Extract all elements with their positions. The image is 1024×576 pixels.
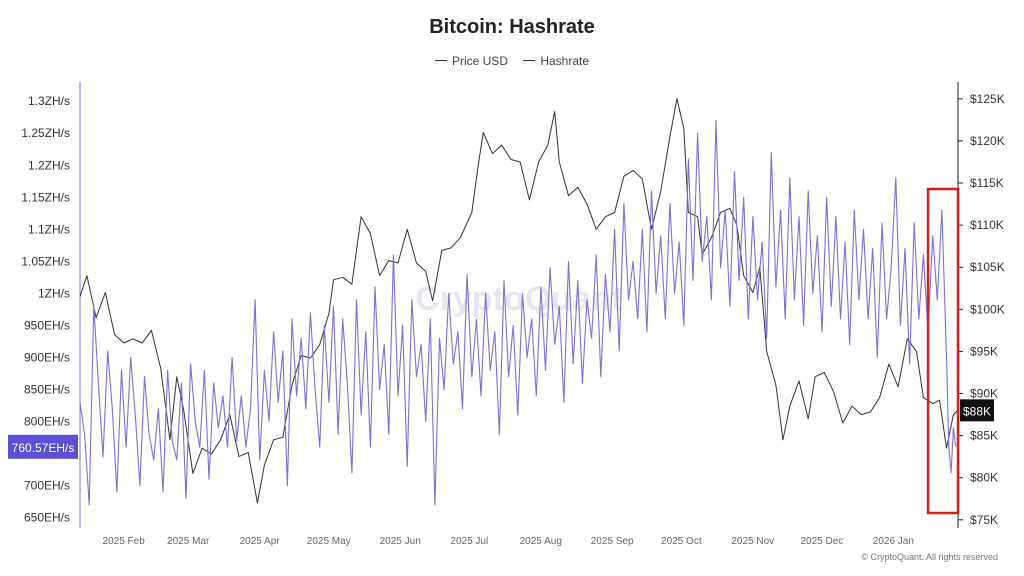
watermark-text: CryptoQuant xyxy=(415,280,623,318)
x-tick-label: 2025 Aug xyxy=(520,536,562,547)
y-right-tick-label: $120K xyxy=(970,134,1005,148)
y-left-tick-label: 1.2ZH/s xyxy=(28,158,70,172)
x-tick-label: 2025 Dec xyxy=(800,536,843,547)
x-tick-label: 2025 Oct xyxy=(661,536,702,547)
y-right-tick-label: $90K xyxy=(970,387,998,401)
y-right-tick-label: $80K xyxy=(970,471,998,485)
x-tick-label: 2025 Sep xyxy=(591,536,634,547)
legend-label-hashrate: Hashrate xyxy=(540,53,590,68)
y-right-tick-label: $110K xyxy=(970,218,1004,232)
hashrate-series-line xyxy=(79,119,957,506)
y-left-tick-label: 1ZH/s xyxy=(38,286,70,300)
y-left-tick-label: 1.15ZH/s xyxy=(21,190,70,204)
y-right-tick-label: $125K xyxy=(970,92,1005,106)
y-left-tick-label: 700EH/s xyxy=(24,479,70,493)
y-left-tick-label: 850EH/s xyxy=(24,382,70,396)
legend-swatch-hashrate xyxy=(523,60,536,61)
y-right-tick-label: $100K xyxy=(970,302,1005,316)
y-right-tick-label: $75K xyxy=(970,513,998,527)
x-tick-label: 2025 Apr xyxy=(240,536,281,547)
legend-label-price: Price USD xyxy=(451,53,508,68)
copyright-notice: © CryptoQuant. All rights reserved xyxy=(861,552,998,562)
legend-item-hashrate[interactable]: Hashrate xyxy=(523,54,589,68)
x-tick-label: 2025 Jun xyxy=(380,536,421,547)
price-current-label: $88K xyxy=(963,404,991,418)
hashrate-current-label: 760.57EH/s xyxy=(12,441,75,455)
highlight-box xyxy=(926,187,960,515)
y-right-tick-label: $85K xyxy=(970,429,998,443)
hashrate-current-badge xyxy=(8,434,78,459)
legend-item-price[interactable]: Price USD xyxy=(434,53,508,68)
y-left-tick-label: 1.3ZH/s xyxy=(28,94,70,108)
y-left-tick-label: 1.05ZH/s xyxy=(21,254,70,268)
y-left-tick-label: 1.1ZH/s xyxy=(28,222,70,236)
x-tick-label: 2026 Jan xyxy=(873,536,914,547)
y-left-tick-label: 900EH/s xyxy=(24,350,70,364)
y-left-tick-label: 950EH/s xyxy=(24,318,70,332)
price-current-badge xyxy=(960,399,994,422)
chart-title: Bitcoin: Hashrate xyxy=(429,16,595,38)
chart-legend: Price USD Hashrate xyxy=(0,50,1024,68)
price-series-line xyxy=(79,98,959,504)
y-right-tick-label: $95K xyxy=(970,344,998,358)
x-tick-label: 2025 May xyxy=(307,536,351,547)
y-left-tick-label: 650EH/s xyxy=(24,511,70,525)
x-tick-label: 2025 Mar xyxy=(167,536,210,547)
legend-swatch-price xyxy=(434,60,447,61)
x-tick-label: 2025 Nov xyxy=(731,536,774,547)
x-tick-label: 2025 Jul xyxy=(450,536,488,547)
y-left-tick-label: 1.25ZH/s xyxy=(21,126,70,140)
y-right-tick-label: $105K xyxy=(970,260,1005,274)
y-left-tick-label: 800EH/s xyxy=(24,415,70,429)
x-tick-label: 2025 Feb xyxy=(103,536,146,547)
y-right-tick-label: $115K xyxy=(970,176,1004,190)
